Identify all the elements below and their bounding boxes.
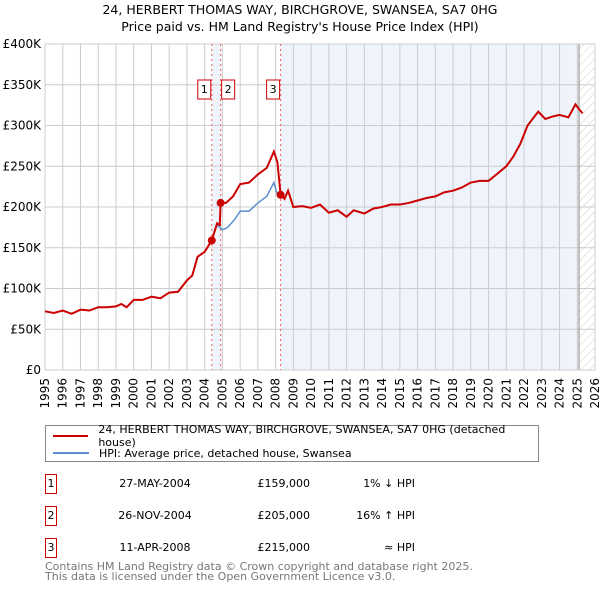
x-tick-label: 2022 bbox=[517, 378, 531, 409]
footer-licence: This data is licensed under the Open Gov… bbox=[45, 570, 396, 583]
y-tick-label: £250K bbox=[3, 159, 43, 173]
sale-row: 2 26-NOV-2004 £205,000 16% ↑ HPI bbox=[45, 506, 445, 526]
x-tick-label: 2020 bbox=[482, 378, 496, 409]
sale-price: £159,000 bbox=[257, 477, 311, 490]
x-tick-label: 2012 bbox=[340, 378, 354, 409]
x-tick-label: 2011 bbox=[322, 378, 336, 409]
x-tick-label: 2002 bbox=[162, 378, 176, 409]
sale-price: £215,000 bbox=[257, 541, 311, 554]
x-tick-label: 2000 bbox=[127, 378, 141, 409]
plot-border bbox=[44, 43, 596, 371]
x-tick-label: 2008 bbox=[269, 378, 283, 409]
x-tick-label: 2007 bbox=[251, 378, 265, 409]
legend-property-swatch bbox=[53, 435, 89, 437]
x-tick-label: 2023 bbox=[535, 378, 549, 409]
sale-label: 2 bbox=[225, 83, 232, 96]
sale-point bbox=[216, 198, 225, 207]
y-tick-label: £350K bbox=[3, 78, 43, 92]
x-tick-label: 2010 bbox=[304, 378, 318, 409]
legend-hpi-label: HPI: Average price, detached house, Swan… bbox=[99, 446, 352, 460]
y-tick-label: £100K bbox=[3, 282, 43, 296]
x-tick-label: 1998 bbox=[91, 378, 105, 409]
sale-number-badge: 1 bbox=[45, 474, 57, 494]
x-tick-label: 2003 bbox=[180, 378, 194, 409]
sale-date: 27-MAY-2004 bbox=[119, 477, 191, 490]
x-tick-label: 2015 bbox=[393, 378, 407, 409]
sale-label: 3 bbox=[270, 83, 277, 96]
legend: 24, HERBERT THOMAS WAY, BIRCHGROVE, SWAN… bbox=[45, 423, 539, 462]
legend-hpi-swatch bbox=[53, 452, 89, 454]
property-price-line bbox=[44, 102, 584, 315]
x-tick-label: 1995 bbox=[38, 378, 52, 409]
sale-number-badge: 2 bbox=[45, 506, 57, 526]
x-tick-label: 2026 bbox=[588, 378, 600, 409]
y-tick-label: £400K bbox=[3, 37, 43, 51]
sale-label-box bbox=[197, 79, 212, 100]
x-tick-label: 2025 bbox=[570, 378, 584, 409]
x-tick-label: 2014 bbox=[375, 378, 389, 409]
sale-hpi-comparison: ≈ HPI bbox=[384, 541, 415, 554]
x-tick-label: 2018 bbox=[446, 378, 460, 409]
sale-hpi-comparison: 1% ↓ HPI bbox=[363, 477, 415, 490]
x-tick-label: 2006 bbox=[233, 378, 247, 409]
sale-price: £205,000 bbox=[257, 509, 311, 522]
y-tick-label: £0 bbox=[26, 363, 41, 377]
x-tick-label: 2004 bbox=[198, 378, 212, 409]
chart-title: 24, HERBERT THOMAS WAY, BIRCHGROVE, SWAN… bbox=[102, 2, 498, 17]
legend-property-label: 24, HERBERT THOMAS WAY, BIRCHGROVE, SWAN… bbox=[98, 423, 506, 449]
sale-row: 1 27-MAY-2004 £159,000 1% ↓ HPI bbox=[45, 474, 445, 494]
x-tick-label: 2005 bbox=[215, 378, 229, 409]
sale-label-box bbox=[266, 79, 281, 100]
sale-point bbox=[276, 190, 285, 199]
x-tick-label: 2017 bbox=[428, 378, 442, 409]
sale-hpi-comparison: 16% ↑ HPI bbox=[356, 509, 415, 522]
x-tick-label: 1997 bbox=[73, 378, 87, 409]
y-tick-label: £300K bbox=[3, 119, 43, 133]
x-tick-label: 2016 bbox=[411, 378, 425, 409]
x-tick-label: 2009 bbox=[286, 378, 300, 409]
y-tick-label: £200K bbox=[3, 200, 43, 214]
x-tick-label: 2019 bbox=[464, 378, 478, 409]
x-tick-label: 2021 bbox=[499, 378, 513, 409]
sale-date: 11-APR-2008 bbox=[119, 541, 191, 554]
y-tick-label: £50K bbox=[10, 322, 42, 336]
price-chart: £0 £50K £100K £150K £200K £250K £300K £350K £400… bbox=[3, 37, 600, 409]
sale-row: 3 11-APR-2008 £215,000 ≈ HPI bbox=[45, 538, 445, 558]
sale-date: 26-NOV-2004 bbox=[118, 509, 192, 522]
x-tick-label: 2013 bbox=[357, 378, 371, 409]
sale-point bbox=[207, 236, 216, 245]
chart-subtitle: Price paid vs. HM Land Registry's House … bbox=[121, 19, 479, 34]
x-tick-label: 2024 bbox=[553, 378, 567, 409]
x-tick-label: 1996 bbox=[56, 378, 70, 409]
y-tick-label: £150K bbox=[3, 241, 43, 255]
x-tick-label: 1999 bbox=[109, 378, 123, 409]
sale-label: 1 bbox=[201, 83, 208, 96]
sale-number-badge: 3 bbox=[45, 538, 57, 558]
footer-copyright: Contains HM Land Registry data © Crown c… bbox=[45, 560, 473, 573]
x-tick-label: 2001 bbox=[144, 378, 158, 409]
sale-label-box bbox=[221, 79, 236, 100]
